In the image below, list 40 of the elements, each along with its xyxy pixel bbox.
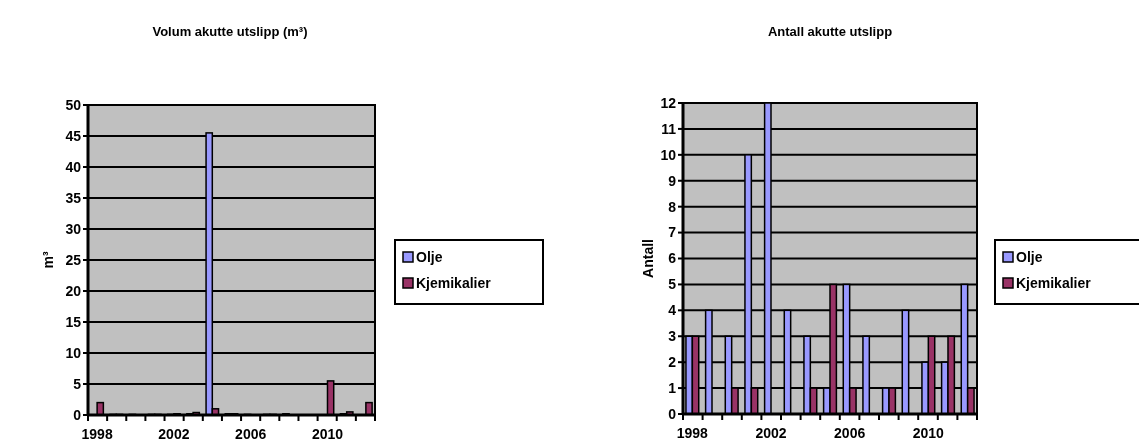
y-tick-label: 8 — [668, 198, 677, 215]
x-tick-label: 2006 — [235, 426, 267, 442]
y-tick-label: 0 — [668, 405, 677, 422]
y-tick-label: 10 — [65, 344, 82, 361]
y-tick-label: 1 — [668, 379, 677, 396]
legend-label: Olje — [1016, 248, 1043, 265]
x-tick-label: 2002 — [158, 426, 190, 442]
y-tick-label: 2 — [668, 354, 677, 371]
y-tick-label: 40 — [65, 158, 82, 175]
y-tick-label: 25 — [65, 251, 82, 268]
y-tick-label: 9 — [668, 172, 677, 189]
y-tick-label: 35 — [65, 189, 82, 206]
chart-title: Antall akutte utslipp — [767, 24, 893, 39]
legend-label: Kjemikalier — [416, 274, 492, 291]
y-tick-label: 45 — [65, 127, 82, 144]
y-axis-title: Antall — [639, 239, 656, 278]
chart-title: Volum akutte utslipp (m³) — [152, 24, 308, 39]
y-tick-label: 6 — [668, 250, 677, 267]
y-tick-label: 5 — [73, 375, 82, 392]
x-tick-label: 1998 — [676, 425, 709, 441]
x-tick-label: 1998 — [81, 426, 113, 442]
x-tick-label: 2010 — [311, 426, 344, 442]
y-tick-label: 50 — [65, 96, 82, 113]
x-tick-label: 2006 — [834, 425, 866, 441]
y-tick-label: 4 — [668, 302, 677, 319]
legend-label: Olje — [416, 248, 443, 265]
y-tick-label: 30 — [65, 220, 82, 237]
y-tick-label: 7 — [668, 224, 677, 241]
y-tick-label: 11 — [661, 120, 677, 137]
x-tick-label: 2002 — [755, 425, 787, 441]
y-tick-label: 10 — [660, 146, 677, 163]
y-axis-title: m³ — [39, 251, 56, 269]
legend-label: Kjemikalier — [1016, 274, 1092, 291]
y-tick-label: 5 — [668, 276, 677, 293]
y-tick-label: 0 — [73, 406, 82, 423]
y-tick-label: 12 — [660, 94, 677, 111]
y-tick-label: 3 — [668, 328, 677, 345]
y-tick-label: 15 — [65, 313, 82, 330]
y-tick-label: 20 — [65, 282, 82, 299]
x-tick-label: 2010 — [912, 425, 945, 441]
